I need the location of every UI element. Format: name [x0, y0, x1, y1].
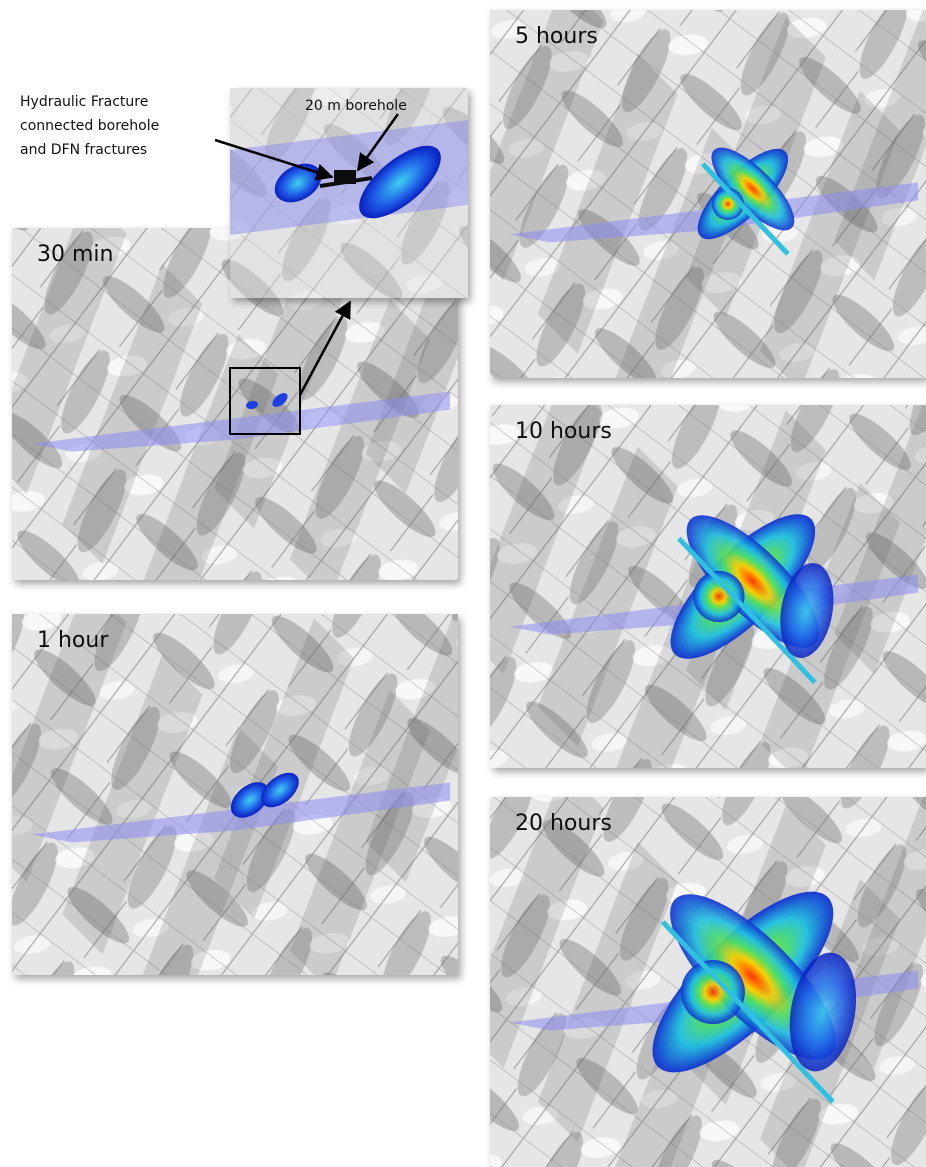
inset-panel [230, 88, 468, 298]
panel: 10 hours [464, 374, 926, 819]
panel-label: 1 hour [37, 628, 109, 653]
figure: 30 min 1 hour 5 hours 10 hours 20 hours Hydr… [0, 0, 926, 1167]
fracture [681, 960, 745, 1024]
panel: 5 hours [464, 0, 926, 428]
borehole-label: 20 m borehole [305, 98, 407, 114]
panel-label: 20 hours [515, 811, 612, 836]
panel-label: 30 min [37, 242, 113, 267]
panel-label: 10 hours [515, 419, 612, 444]
panel-content [464, 0, 926, 428]
annotation: Hydraulic Fracture [20, 94, 148, 110]
panel: 20 hours [464, 768, 926, 1167]
panel: 1 hour [0, 582, 506, 1026]
annotation: connected borehole [20, 118, 159, 134]
annotation: and DFN fractures [20, 142, 147, 158]
inset-content [230, 88, 468, 298]
panel-label: 5 hours [515, 24, 598, 49]
